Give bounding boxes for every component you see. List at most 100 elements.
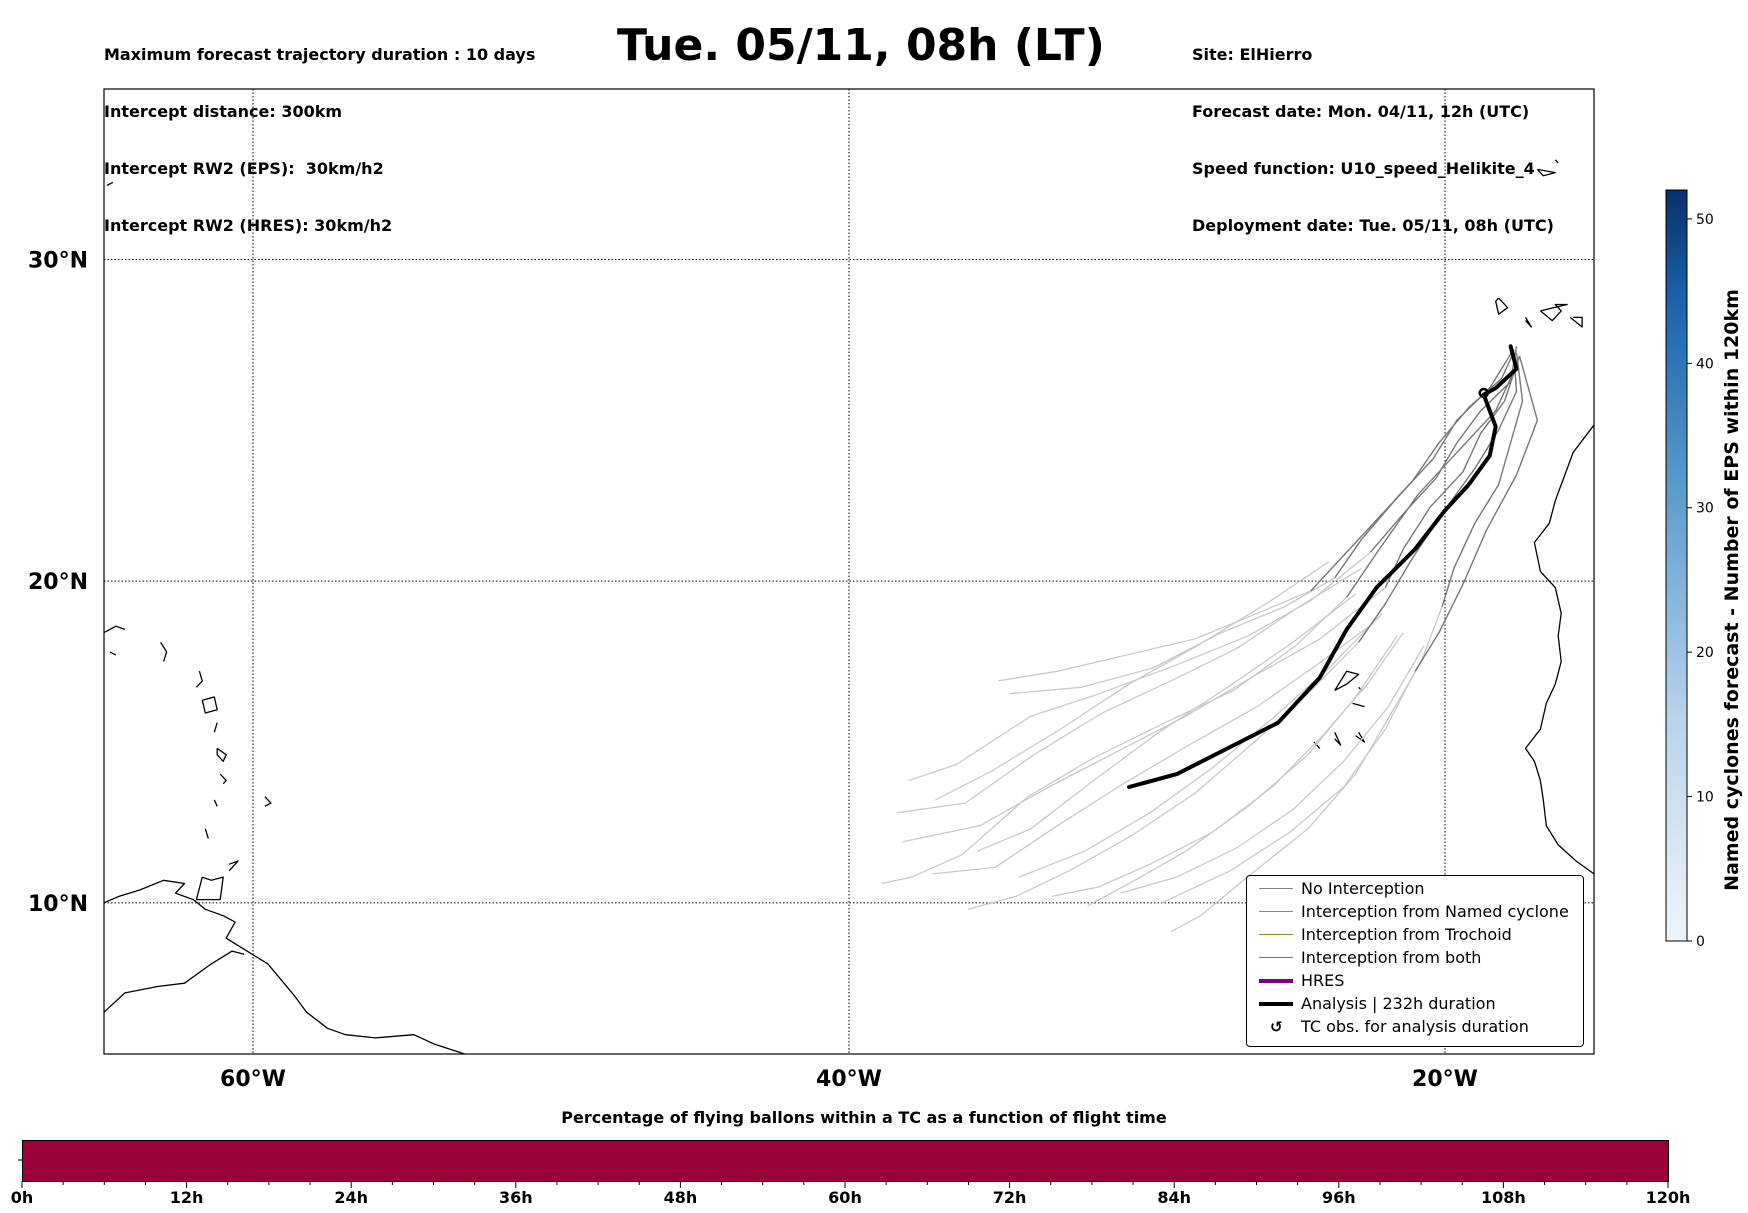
colorbar-label: Named cyclones forecast - Number of EPS … (1721, 289, 1743, 891)
eps-track-light (1009, 577, 1336, 695)
colorbar: 0 10 20 30 40 50 (1665, 189, 1714, 950)
legend-label: Analysis | 232h duration (1301, 994, 1496, 1013)
lon-label: 20°W (1412, 1067, 1478, 1092)
coastline (213, 799, 218, 807)
coastline (204, 828, 209, 839)
coastline (216, 747, 227, 762)
eps-track-dark (1441, 352, 1524, 608)
legend-swatch (1259, 934, 1293, 935)
coastline (109, 651, 117, 656)
eps-track-dark (1346, 365, 1518, 598)
eps-track-light (896, 567, 1362, 814)
lat-label: 30°N (28, 248, 88, 273)
eps-track-light (1051, 632, 1404, 898)
colorbar-tick-label: 10 (1696, 790, 1714, 806)
coastline (104, 625, 126, 634)
colorbar-ticks: 0 10 20 30 40 50 (1687, 212, 1714, 950)
coastline (264, 796, 272, 807)
coastline (228, 860, 239, 872)
percentage-chart-title: Percentage of flying ballons within a TC… (561, 1108, 1167, 1127)
eps-track-light (1120, 645, 1425, 894)
bottom-tick-label: 72h (992, 1188, 1027, 1207)
eps-track-light (976, 593, 1356, 852)
coastline (104, 950, 245, 1013)
coastline (201, 696, 218, 714)
header-left-line: Intercept RW2 (EPS): 30km/h2 (104, 159, 384, 178)
eps-dark-tracks (1310, 346, 1539, 672)
legend-label: TC obs. for analysis duration (1301, 1017, 1529, 1036)
axis-labels: 30°N 20°N 10°N 60°W 40°W 20°W (28, 248, 1478, 1092)
colorbar-tick-label: 50 (1696, 212, 1714, 228)
bottom-tick-label: 84h (1157, 1188, 1192, 1207)
coastline (195, 671, 203, 688)
eps-track-light (1018, 612, 1383, 878)
lon-label: 40°W (816, 1067, 882, 1092)
coastline (1569, 316, 1583, 328)
percentage-bar (22, 1140, 1669, 1182)
cyclone-icon: ↺ (1270, 1018, 1283, 1036)
lat-label: 10°N (28, 892, 88, 917)
bottom-tick-label: 96h (1321, 1188, 1356, 1207)
coastline (1334, 670, 1360, 692)
page-title: Tue. 05/11, 08h (LT) (617, 20, 1105, 71)
bottom-tick-label: 108h (1480, 1188, 1526, 1207)
eps-track-light (902, 587, 1386, 843)
header-right-info: Site: ElHierro Forecast date: Mon. 04/11… (1192, 7, 1554, 254)
analysis-track-layer (1127, 344, 1519, 789)
legend-label: Interception from both (1301, 948, 1482, 967)
legend-swatch (1259, 979, 1293, 983)
coastline (213, 722, 218, 733)
coastline (104, 879, 465, 1054)
colorbar-tick-label: 30 (1696, 501, 1714, 517)
bottom-tick-label: 120h (1645, 1188, 1691, 1207)
colorbar-tick-label: 20 (1696, 645, 1714, 661)
header-left-info: Maximum forecast trajectory duration : 1… (104, 7, 535, 254)
header-right-line: Speed function: U10_speed_Helikite_4 (1192, 159, 1535, 178)
eps-track-light (881, 596, 1348, 885)
eps-track-dark (1369, 346, 1518, 553)
lon-label: 60°W (220, 1067, 286, 1092)
coastline (106, 181, 114, 187)
eps-track-light (935, 561, 1330, 801)
coastline (219, 773, 227, 785)
eps-track-dark (1384, 355, 1521, 588)
coastline (1593, 873, 1594, 875)
coastline (1609, 301, 1630, 320)
coastline (1630, 285, 1642, 295)
coastline (1524, 423, 1594, 875)
eps-track-light (932, 622, 1374, 875)
bottom-tick-label: 48h (663, 1188, 698, 1207)
legend-swatch (1259, 888, 1293, 889)
bottom-tick-label: 0h (10, 1188, 34, 1207)
legend-swatch (1259, 911, 1293, 912)
header-left-line: Maximum forecast trajectory duration : 1… (104, 45, 536, 64)
site-marker (1478, 387, 1489, 399)
header-right-line: Forecast date: Mon. 04/11, 12h (UTC) (1192, 102, 1530, 121)
coastline (160, 641, 168, 662)
header-left-line: Intercept RW2 (HRES): 30km/h2 (104, 216, 393, 235)
legend-label: Interception from Named cyclone (1301, 902, 1569, 921)
eps-track-light (997, 590, 1312, 682)
coastline (1536, 168, 1556, 177)
bottom-tick-label: 12h (169, 1188, 204, 1207)
colorbar-tick-label: 0 (1696, 934, 1705, 950)
legend-swatch (1259, 1002, 1293, 1006)
legend-label: No Interception (1301, 879, 1425, 898)
lat-label: 20°N (28, 570, 88, 595)
legend-label: Interception from Trochoid (1301, 925, 1512, 944)
eps-track-dark (1358, 349, 1518, 643)
legend: No Interception Interception from Named … (1246, 875, 1584, 1047)
eps-track-dark (1310, 352, 1515, 592)
analysis-track (1127, 344, 1519, 789)
legend-swatch (1259, 957, 1293, 958)
map-frame (103, 88, 1595, 1055)
coastline (1524, 317, 1533, 328)
coastline (1334, 732, 1342, 746)
coastline (1539, 303, 1568, 322)
coastline (195, 876, 224, 901)
coastlines (104, 159, 1642, 1054)
coastline (1554, 159, 1559, 164)
coastline (1495, 297, 1509, 315)
eps-track-dark (1414, 355, 1539, 672)
